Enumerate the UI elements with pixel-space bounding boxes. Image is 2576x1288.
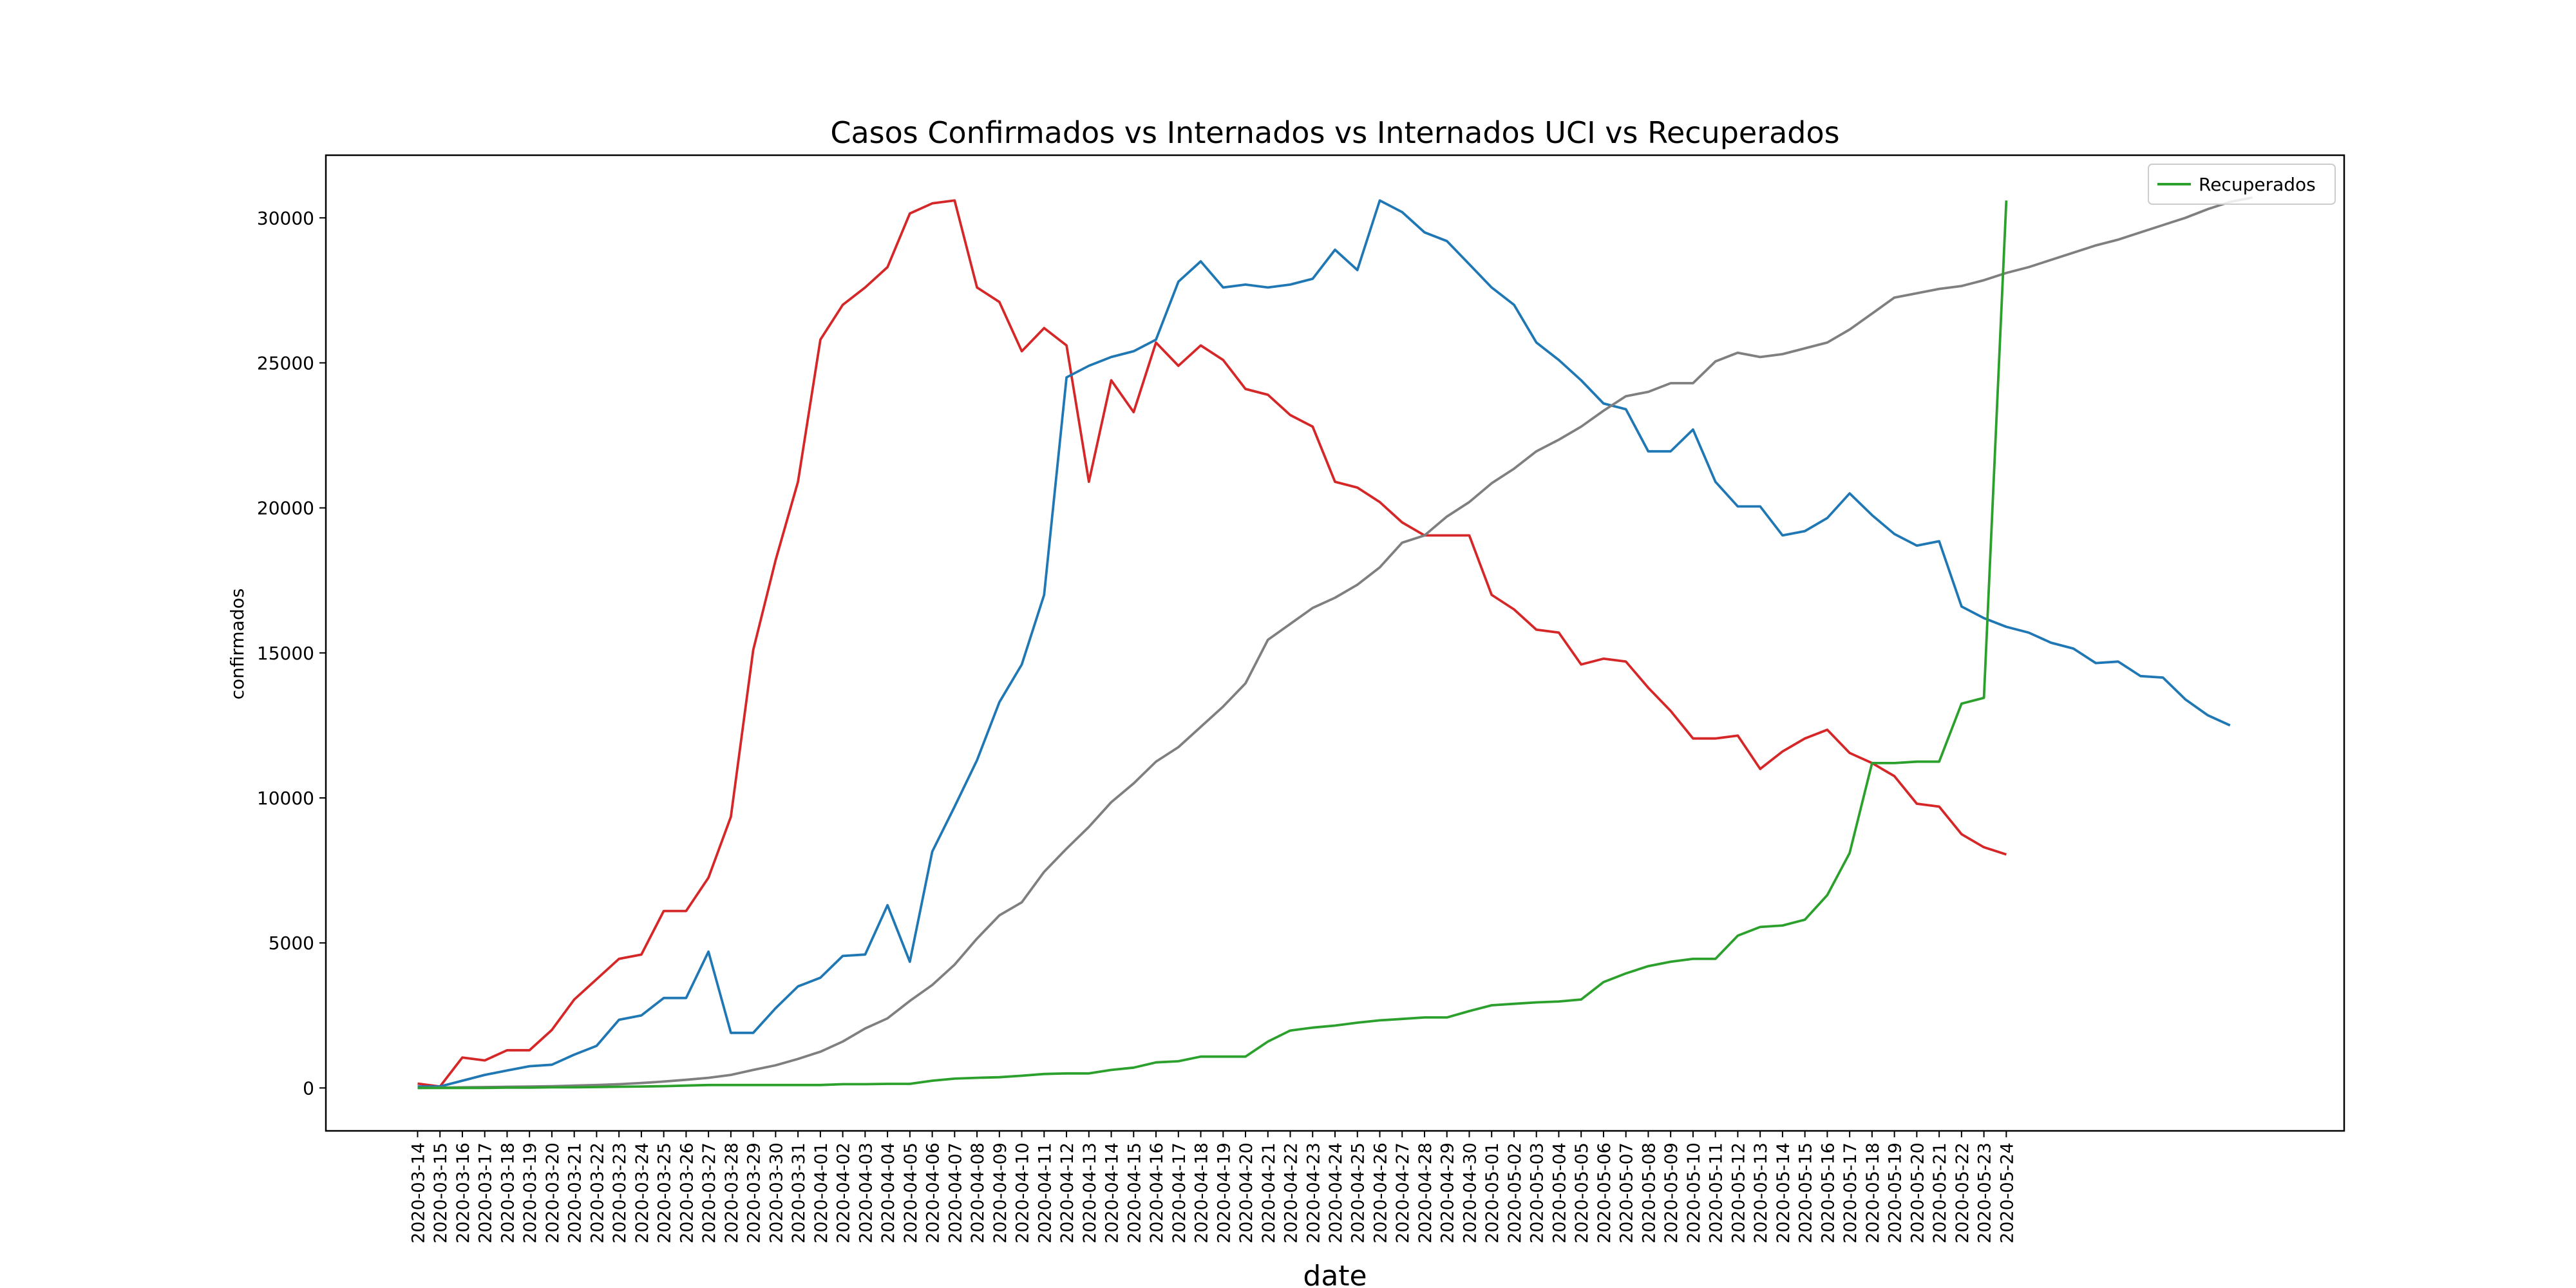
x-tick-label: 2020-05-19 xyxy=(1886,1142,1906,1244)
y-tick-label: 5000 xyxy=(269,933,314,954)
x-tick-label: 2020-04-02 xyxy=(834,1142,854,1244)
x-tick-label: 2020-03-14 xyxy=(408,1142,428,1244)
x-tick-label: 2020-04-08 xyxy=(968,1142,988,1244)
x-tick-label: 2020-04-26 xyxy=(1370,1142,1390,1244)
x-tick-label: 2020-03-19 xyxy=(520,1142,540,1244)
x-tick-label: 2020-05-04 xyxy=(1549,1142,1569,1244)
x-tick-label: 2020-03-17 xyxy=(476,1142,496,1244)
y-tick-label: 20000 xyxy=(257,498,314,519)
x-tick-label: 2020-05-24 xyxy=(1997,1142,2017,1244)
x-tick-label: 2020-04-13 xyxy=(1080,1142,1100,1244)
x-tick-label: 2020-04-14 xyxy=(1103,1142,1122,1244)
x-tick-label: 2020-03-25 xyxy=(655,1142,675,1244)
x-tick-label: 2020-05-21 xyxy=(1930,1142,1950,1244)
x-tick-label: 2020-03-30 xyxy=(766,1142,786,1244)
x-tick-label: 2020-04-20 xyxy=(1236,1142,1256,1244)
x-tick-label: 2020-05-17 xyxy=(1841,1142,1861,1244)
x-tick-label: 2020-05-12 xyxy=(1728,1142,1748,1244)
x-tick-label: 2020-04-11 xyxy=(1035,1142,1055,1244)
line-series xyxy=(417,199,2007,1088)
x-tick-label: 2020-03-23 xyxy=(610,1142,630,1244)
y-axis-label: confirmados xyxy=(227,589,248,700)
x-tick-label: 2020-03-31 xyxy=(789,1142,809,1244)
x-tick-label: 2020-05-15 xyxy=(1796,1142,1816,1244)
x-tick-label: 2020-04-09 xyxy=(990,1142,1010,1244)
x-tick-label: 2020-05-09 xyxy=(1662,1142,1681,1244)
x-tick-label: 2020-04-30 xyxy=(1460,1142,1480,1244)
x-tick-label: 2020-05-02 xyxy=(1505,1142,1525,1244)
y-tick-label: 30000 xyxy=(257,207,314,229)
x-tick-label: 2020-04-17 xyxy=(1170,1142,1189,1244)
legend-box xyxy=(2148,164,2336,205)
x-tick-label: 2020-05-05 xyxy=(1572,1142,1592,1244)
x-tick-label: 2020-04-28 xyxy=(1416,1142,1435,1244)
x-tick-label: 2020-03-26 xyxy=(677,1142,697,1244)
x-tick-label: 2020-05-13 xyxy=(1751,1142,1771,1244)
x-tick-label: 2020-03-28 xyxy=(722,1142,742,1244)
x-tick-label: 2020-04-06 xyxy=(923,1142,943,1244)
x-tick-label: 2020-05-10 xyxy=(1684,1142,1704,1244)
x-tick-label: 2020-05-06 xyxy=(1595,1142,1615,1244)
x-tick-label: 2020-03-18 xyxy=(498,1142,518,1244)
x-tick-label: 2020-03-24 xyxy=(632,1142,652,1244)
x-tick-label: 2020-04-27 xyxy=(1393,1142,1413,1244)
x-tick-label: 2020-04-29 xyxy=(1438,1142,1458,1244)
line-series xyxy=(417,200,2008,1090)
x-tick-label: 2020-05-11 xyxy=(1707,1142,1727,1244)
y-tick-label: 0 xyxy=(303,1077,314,1099)
x-tick-label: 2020-03-15 xyxy=(431,1142,451,1244)
x-tick-label: 2020-03-27 xyxy=(699,1142,719,1244)
x-tick-label: 2020-05-14 xyxy=(1774,1142,1794,1244)
x-tick-label: 2020-04-03 xyxy=(856,1142,876,1244)
x-tick-label: 2020-04-10 xyxy=(1013,1142,1033,1244)
x-tick-label: 2020-04-18 xyxy=(1192,1142,1212,1244)
x-tick-label: 2020-04-24 xyxy=(1326,1142,1346,1244)
x-tick-label: 2020-05-01 xyxy=(1482,1142,1502,1244)
x-tick-label: 2020-04-19 xyxy=(1214,1142,1234,1244)
x-tick-label: 2020-05-20 xyxy=(1908,1142,1927,1244)
x-tick-label: 2020-04-15 xyxy=(1124,1142,1144,1244)
x-tick-label: 2020-05-07 xyxy=(1617,1142,1637,1244)
y-tick-label: 10000 xyxy=(257,788,314,809)
x-tick-label: 2020-04-21 xyxy=(1259,1142,1279,1244)
x-tick-label: 2020-04-22 xyxy=(1282,1142,1302,1244)
x-tick-label: 2020-04-01 xyxy=(811,1142,831,1244)
y-tick-label: 15000 xyxy=(257,643,314,664)
x-tick-label: 2020-05-18 xyxy=(1863,1142,1883,1244)
legend-label: Recuperados xyxy=(2199,174,2316,195)
y-tick-label: 25000 xyxy=(257,352,314,374)
x-tick-label: 2020-04-16 xyxy=(1147,1142,1167,1244)
x-tick-label: 2020-05-22 xyxy=(1953,1142,1973,1244)
x-tick-label: 2020-05-16 xyxy=(1818,1142,1838,1244)
x-tick-label: 2020-03-22 xyxy=(587,1142,607,1244)
chart-title: Casos Confirmados vs Internados vs Inter… xyxy=(830,115,1839,150)
x-tick-label: 2020-04-25 xyxy=(1349,1142,1368,1244)
x-tick-label: 2020-04-07 xyxy=(945,1142,965,1244)
x-tick-label: 2020-04-04 xyxy=(878,1142,898,1244)
x-tick-label: 2020-04-05 xyxy=(901,1142,921,1244)
line-series xyxy=(417,199,2231,1088)
x-tick-label: 2020-03-29 xyxy=(744,1142,764,1244)
x-tick-label: 2020-04-23 xyxy=(1303,1142,1323,1244)
x-tick-label: 2020-03-16 xyxy=(453,1142,473,1244)
x-tick-label: 2020-03-21 xyxy=(565,1142,585,1244)
x-tick-label: 2020-05-23 xyxy=(1975,1142,1995,1244)
x-tick-label: 2020-05-08 xyxy=(1639,1142,1659,1244)
x-axis-label: date xyxy=(1303,1260,1367,1288)
x-tick-label: 2020-03-20 xyxy=(543,1142,563,1244)
x-tick-label: 2020-04-12 xyxy=(1057,1142,1077,1244)
plot-frame xyxy=(325,154,2345,1132)
line-series xyxy=(417,196,2253,1090)
x-tick-label: 2020-05-03 xyxy=(1528,1142,1548,1244)
